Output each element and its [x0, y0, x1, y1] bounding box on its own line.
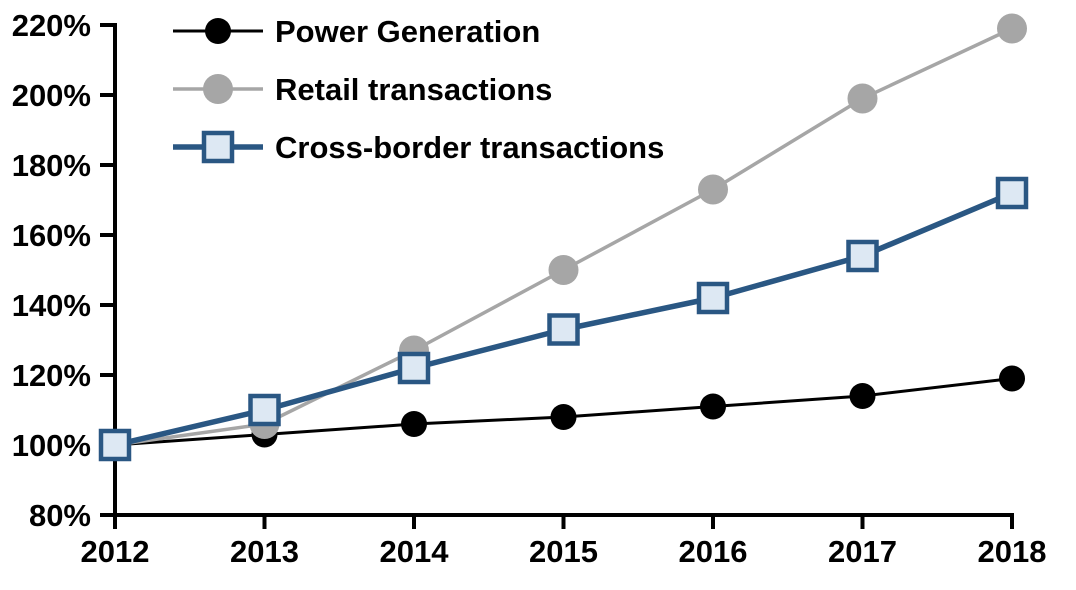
legend-item-retail-transactions: Retail transactions [173, 72, 552, 107]
data-point-cross-border-transactions [846, 239, 879, 273]
y-tick-label: 160% [12, 218, 91, 253]
data-point-cross-border-transactions [696, 281, 730, 315]
data-point-cross-border-transactions [248, 393, 281, 427]
y-tick-label: 180% [12, 148, 91, 183]
data-point-retail-transactions [847, 83, 878, 114]
series-power-generation [102, 365, 1025, 458]
x-tick-label: 2017 [828, 534, 897, 569]
data-point-power-generation [401, 411, 427, 437]
series-cross-border-transactions [98, 176, 1029, 462]
axes: 80% 100% 120% 140% 160% 180% 200% 220% 2012 2013 2… [12, 8, 1047, 569]
data-point-cross-border-transactions [547, 313, 580, 346]
data-point-power-generation [849, 383, 876, 409]
y-tick-label: 100% [12, 428, 91, 463]
data-point-cross-border-transactions [995, 176, 1029, 210]
data-point-power-generation [550, 404, 577, 430]
x-tick-label: 2015 [529, 534, 598, 569]
data-point-retail-transactions [698, 174, 728, 205]
legend: Power Generation Retail transactions Cro… [173, 14, 664, 165]
legend-label: Power Generation [275, 14, 540, 49]
data-point-retail-transactions [548, 255, 579, 285]
x-tick-label: 2016 [679, 534, 748, 569]
x-tick-label: 2018 [978, 534, 1047, 569]
data-point-power-generation [700, 393, 726, 420]
y-tick-label: 220% [12, 8, 91, 43]
data-point-power-generation [999, 365, 1025, 392]
x-tick-label: 2013 [230, 534, 299, 569]
y-tick-label: 140% [12, 288, 91, 323]
legend-item-cross-border-transactions: Cross-border transactions [173, 130, 664, 165]
y-tick-label: 80% [29, 498, 91, 533]
legend-label: Retail transactions [275, 72, 552, 107]
y-tick-label: 200% [12, 78, 91, 113]
legend-item-power-generation: Power Generation [173, 14, 540, 49]
x-tick-label: 2012 [81, 534, 150, 569]
legend-marker-circle-icon [203, 74, 233, 104]
data-point-cross-border-transactions [98, 428, 132, 462]
legend-marker-square-icon [201, 130, 235, 164]
legend-label: Cross-border transactions [275, 130, 664, 165]
series-line-retail-transactions [114, 26, 1013, 447]
legend-marker-circle-icon [205, 18, 231, 44]
data-point-cross-border-transactions [397, 351, 431, 385]
x-tick-label: 2014 [380, 534, 450, 569]
series-layer [98, 13, 1029, 462]
y-tick-label: 120% [12, 358, 91, 393]
data-point-retail-transactions [997, 13, 1027, 44]
